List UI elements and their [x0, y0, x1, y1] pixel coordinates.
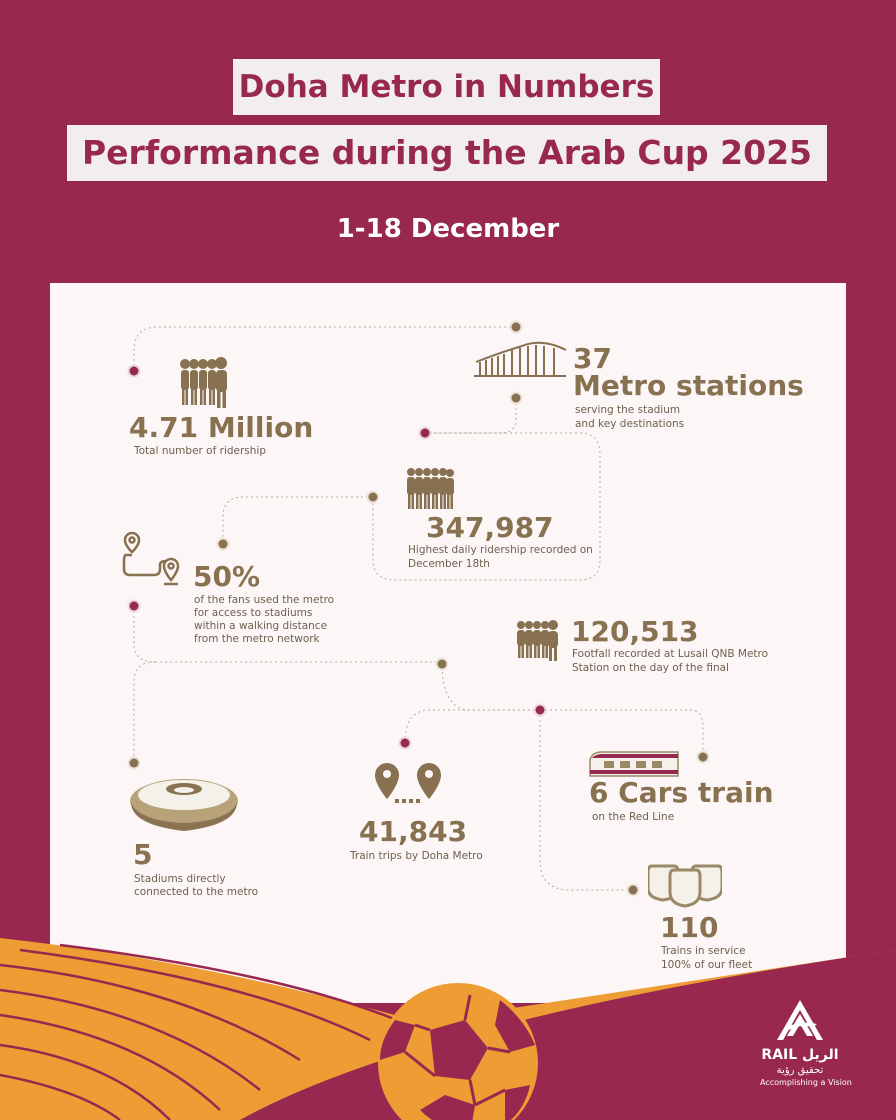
node-dot [127, 364, 141, 378]
trip-pins-icon [375, 763, 441, 803]
trains-value: 110 [660, 911, 719, 944]
trains-fleet-icon [648, 864, 722, 908]
fans-desc-1: of the fans used the metro [194, 594, 335, 606]
node-dot [398, 736, 412, 750]
node-dot [216, 537, 230, 551]
title-line-2: Performance during the Arab Cup 2025 [67, 125, 827, 181]
crowd-icon [407, 468, 454, 509]
logo-tagline-ar: تحقيق رؤية [776, 1065, 824, 1076]
trains-desc-2: 100% of our fleet [661, 959, 753, 971]
title-line-1: Doha Metro in Numbers [233, 59, 660, 115]
footfall-desc-1: Footfall recorded at Lusail QNB Metro [572, 648, 769, 660]
stadiums-desc-1: Stadiums directly [134, 873, 226, 885]
date-range: 1-18 December [336, 214, 560, 244]
trips-value: 41,843 [359, 815, 468, 848]
fans-value: 50% [193, 560, 261, 593]
trains-desc-1: Trains in service [661, 945, 746, 957]
logo-tagline-en: Accomplishing a Vision [760, 1078, 852, 1087]
daily-desc-2: December 18th [408, 558, 490, 570]
stadium-icon [130, 779, 238, 831]
daily-value: 347,987 [426, 511, 554, 544]
footfall-desc-2: Station on the day of the final [572, 662, 729, 674]
stations-count: 37 [573, 342, 612, 375]
route-pin-icon [122, 531, 180, 586]
stadiums-value: 5 [133, 838, 153, 871]
stations-desc-1: serving the stadium [575, 404, 681, 416]
node-dot [509, 391, 523, 405]
stations-label: Metro stations [573, 369, 804, 402]
fans-desc-4: from the metro network [194, 633, 320, 645]
logo-brand-en: RAIL [761, 1047, 798, 1063]
trips-desc: Train trips by Doha Metro [350, 850, 483, 862]
crowd-icon [180, 357, 227, 408]
node-dot [509, 320, 523, 334]
node-dot [696, 750, 710, 764]
ridership-value: 4.71 Million [129, 411, 314, 444]
logo-brand-ar: الريل [802, 1047, 839, 1063]
node-dot [127, 756, 141, 770]
footfall-value: 120,513 [571, 615, 699, 648]
node-dot [533, 703, 547, 717]
rail-logo-mark-icon [777, 1000, 823, 1040]
fans-desc-2: for access to stadiums [194, 607, 313, 619]
cars-desc: on the Red Line [592, 811, 675, 823]
node-dot [366, 490, 380, 504]
train-icon [589, 751, 679, 777]
fans-desc-3: within a walking distance [194, 620, 328, 632]
node-dot [435, 657, 449, 671]
node-dot [127, 599, 141, 613]
cars-value: 6 Cars train [589, 776, 774, 809]
node-dot [626, 883, 640, 897]
node-dot [418, 426, 432, 440]
football-icon [378, 983, 538, 1120]
stadiums-desc-2: connected to the metro [134, 886, 259, 898]
station-icon [474, 341, 567, 377]
rail-logo: RAIL الريل تحقيق رؤية Accomplishing a Vi… [760, 1000, 852, 1088]
crowd-icon [517, 620, 558, 661]
daily-desc-1: Highest daily ridership recorded on [408, 544, 593, 556]
stations-desc-2: and key destinations [575, 418, 685, 430]
ridership-desc: Total number of ridership [134, 445, 267, 457]
